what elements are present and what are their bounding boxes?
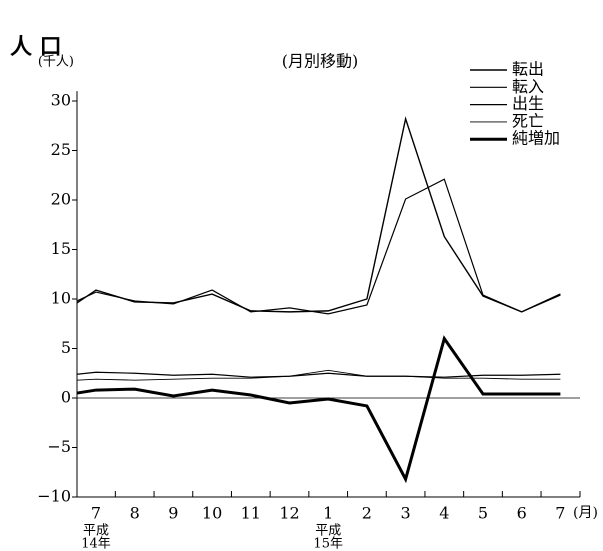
line-series [76, 335, 561, 484]
x-tick-label: 5 [478, 504, 488, 523]
y-tick-label: 15 [51, 239, 71, 258]
legend-label: 転入 [512, 77, 544, 96]
y-tick-label: 25 [51, 140, 71, 159]
x-tick-label: 8 [130, 504, 140, 523]
y-axis-label: (千人) [38, 55, 74, 70]
line-series [76, 116, 561, 313]
x-tick-label: 11 [241, 504, 261, 523]
legend-label: 出生 [512, 94, 544, 113]
line-series [76, 369, 561, 381]
x-tick-label: 12 [279, 504, 299, 523]
x-tick-label: 2 [362, 504, 372, 523]
x-tick-label: 4 [439, 504, 449, 523]
y-tick-label: 10 [51, 289, 71, 308]
x-axis-label: (月) [573, 505, 598, 521]
x-annotation: 平成 [83, 524, 109, 539]
x-tick-label: 10 [202, 504, 222, 523]
x-annotation: 15年 [313, 537, 343, 551]
line-series [76, 371, 561, 378]
y-tick-label: 5 [61, 338, 71, 357]
chart-subtitle: (月別移動) [282, 52, 359, 71]
line-series [76, 178, 561, 315]
y-tick-label: −10 [37, 487, 71, 506]
x-tick-label: 9 [168, 504, 178, 523]
x-tick-label: 1 [323, 504, 333, 523]
y-tick-label: 0 [61, 388, 71, 407]
x-annotation: 平成 [315, 524, 341, 539]
legend-label: 純増加 [512, 129, 560, 148]
y-tick-label: 30 [51, 91, 71, 110]
x-annotation: 14年 [81, 537, 111, 551]
x-tick-label: 3 [401, 504, 411, 523]
y-tick-label: 20 [51, 190, 71, 209]
x-tick-label: 7 [91, 504, 101, 523]
chart-title: 人 口 [10, 35, 62, 60]
legend-label: 死亡 [512, 111, 544, 130]
y-tick-label: −5 [47, 437, 71, 456]
x-tick-label: 6 [517, 504, 527, 523]
legend-label: 転出 [512, 60, 544, 79]
x-tick-label: 7 [555, 504, 565, 523]
